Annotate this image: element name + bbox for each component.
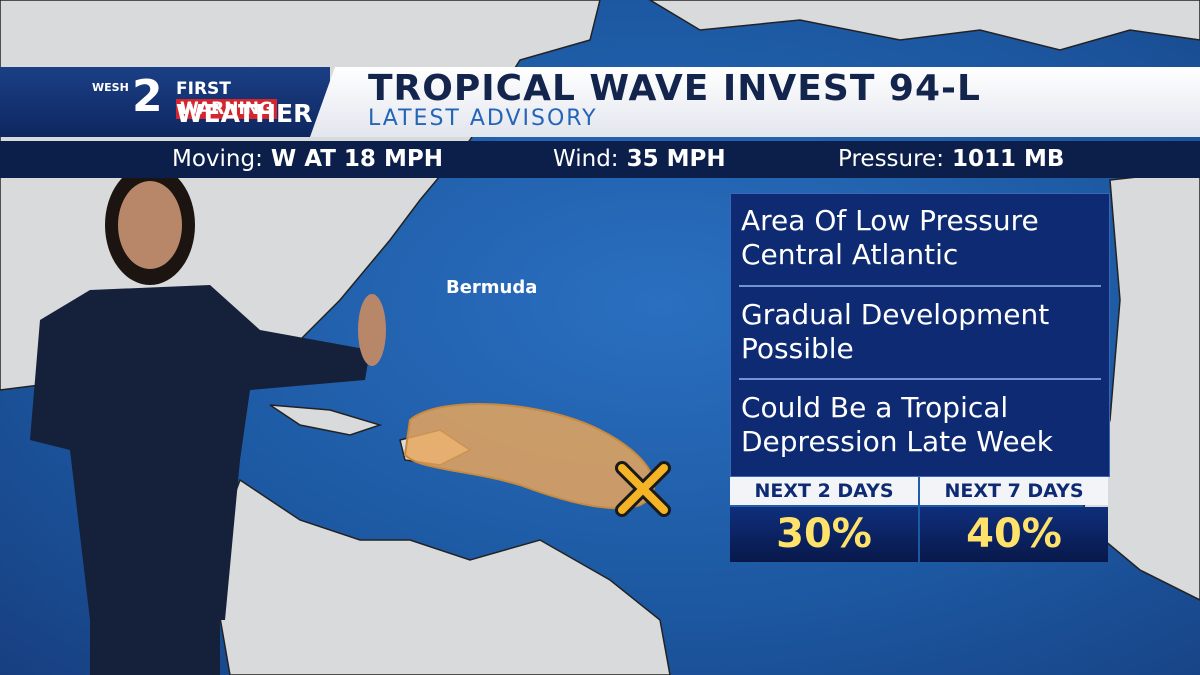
cuba: [269, 404, 383, 436]
stat: Pressure: 1011 MB: [838, 146, 1064, 172]
station-logo: WESH 2 FIRST WARNING WEATHER: [0, 67, 330, 137]
info-panel: Area Of Low Pressure Central Atlantic Gr…: [730, 193, 1110, 477]
stat-value: 1011 MB: [951, 146, 1065, 172]
outlook-label: NEXT 2 DAYS: [730, 477, 918, 505]
panel-item: Could Be a Tropical Depression Late Week: [741, 391, 1053, 458]
stats-bar: Moving: W AT 18 MPH Wind: 35 MPH Pressure:…: [0, 141, 1200, 178]
africa-europe: [1079, 169, 1200, 601]
stat-label: Moving:: [172, 146, 263, 172]
presenter: [30, 165, 386, 675]
panel-item: Gradual Development Possible: [741, 298, 1050, 365]
stat: Wind: 35 MPH: [553, 146, 726, 172]
title-box: [310, 67, 1200, 137]
outlook-label: NEXT 7 DAYS: [920, 477, 1108, 505]
stat-label: Wind:: [553, 146, 619, 172]
subtitle: LATEST ADVISORY: [368, 106, 598, 131]
brand-warning: WARNING: [176, 99, 277, 119]
map-label: Bermuda: [446, 277, 538, 298]
brand-top: FIRST: [176, 79, 231, 99]
brand-bottom: WEATHER: [176, 99, 313, 128]
stat: Moving: W AT 18 MPH: [172, 146, 443, 172]
separator: [739, 285, 1101, 287]
stat-value: W AT 18 MPH: [270, 146, 443, 172]
station-number: 2: [132, 71, 163, 122]
title: TROPICAL WAVE INVEST 94-L: [368, 68, 981, 109]
outlook-value: 30%: [730, 507, 918, 562]
stat-label: Pressure:: [838, 146, 944, 172]
development-area: [403, 403, 656, 510]
station-name: WESH: [92, 81, 129, 94]
storm-marker: [618, 464, 668, 514]
panel-item: Area Of Low Pressure Central Atlantic: [741, 204, 1039, 271]
stat-value: 35 MPH: [626, 146, 726, 172]
south-america: [209, 478, 671, 675]
greenland: [648, 0, 1200, 51]
separator: [739, 378, 1101, 380]
outlook-value: 40%: [920, 507, 1108, 562]
